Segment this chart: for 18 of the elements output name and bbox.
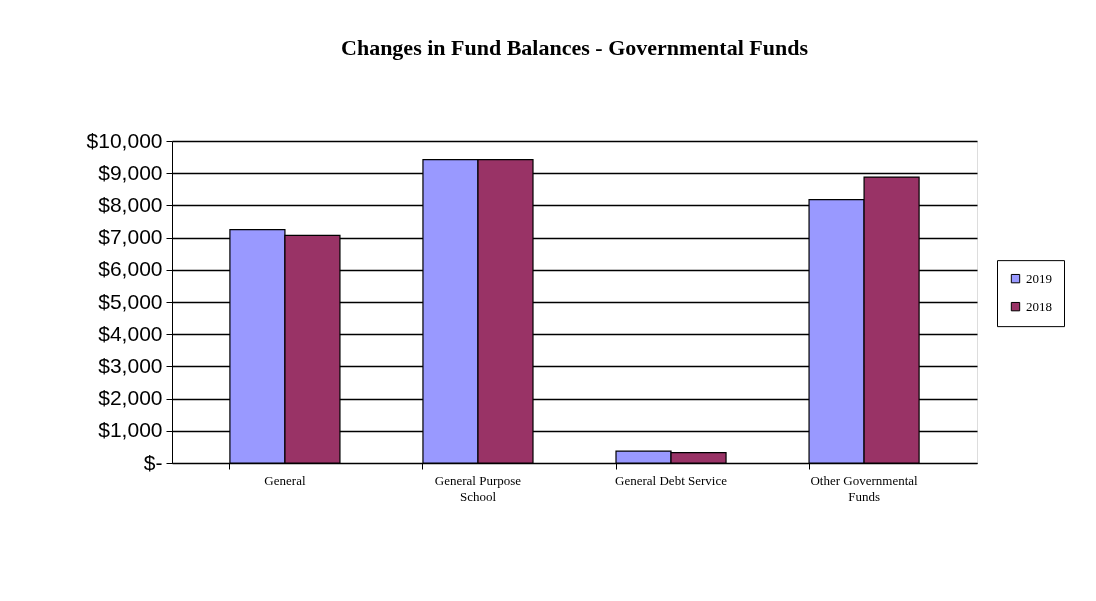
chart-title: Changes in Fund Balances - Governmental Funds [341,35,809,60]
y-tick-label: $4,000 [98,321,163,345]
legend-label: 2018 [1026,298,1052,314]
y-tick-label: $7,000 [98,225,163,249]
y-tick-label: $- [143,450,163,474]
y-tick-label: $3,000 [98,353,163,377]
y-tick-label: $5,000 [98,289,163,313]
y-tick-label: $6,000 [98,257,163,281]
x-tick-label: General Debt Service [615,473,728,488]
y-tick-label: $9,000 [98,160,163,184]
y-tick-label: $10,000 [86,128,163,152]
y-tick-label: $2,000 [98,386,163,410]
x-tick-label: Other Governmental Funds [810,473,919,504]
y-tick-label: $1,000 [98,418,163,442]
legend-label: 2019 [1026,270,1052,286]
x-tick-label: General [264,473,306,488]
x-tick-label: General Purpose School [434,473,522,504]
y-tick-label: $8,000 [98,192,163,216]
